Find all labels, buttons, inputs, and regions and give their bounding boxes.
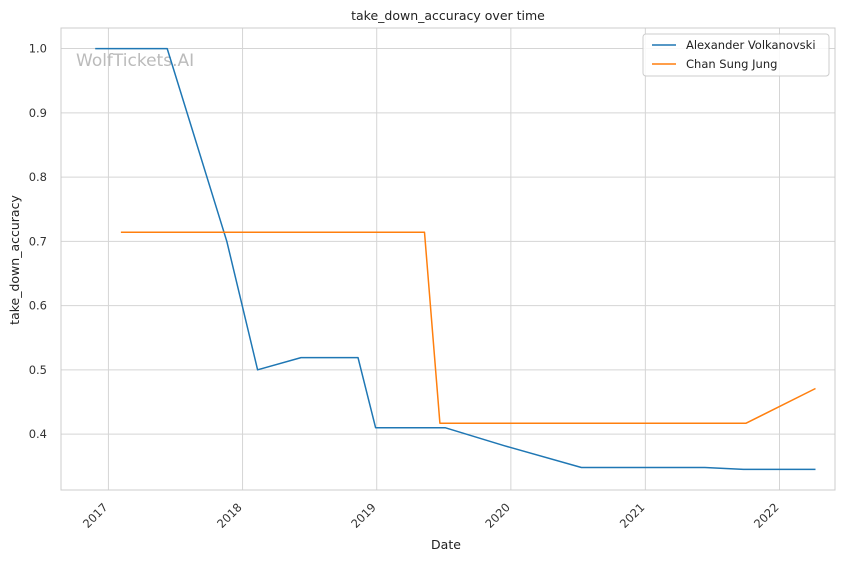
y-tick-label: 0.9 bbox=[29, 106, 47, 120]
y-tick-label: 0.8 bbox=[29, 170, 47, 184]
y-tick-label: 0.5 bbox=[29, 363, 47, 377]
x-axis-title: Date bbox=[431, 537, 461, 552]
y-tick-label: 0.4 bbox=[29, 427, 47, 441]
legend-box bbox=[642, 33, 830, 77]
plot-frame bbox=[60, 27, 836, 491]
series-line-volkanovski bbox=[95, 47, 816, 471]
chart-title: take_down_accuracy over time bbox=[351, 8, 545, 23]
y-tick-label: 0.7 bbox=[29, 234, 47, 248]
y-tick-labels: 0.4 0.5 0.6 0.7 0.8 0.9 1.0 bbox=[29, 42, 47, 442]
legend-label-jung: Chan Sung Jung bbox=[686, 57, 777, 71]
legend-label-volkanovski: Alexander Volkanovski bbox=[686, 38, 816, 52]
series-line-jung bbox=[120, 231, 816, 424]
y-tick-label: 1.0 bbox=[29, 42, 47, 56]
y-axis-title: take_down_accuracy bbox=[7, 195, 22, 325]
legend: Alexander Volkanovski Chan Sung Jung bbox=[642, 33, 830, 77]
y-tick-label: 0.6 bbox=[29, 299, 47, 313]
series-group bbox=[95, 47, 816, 471]
watermark-text: WolfTickets.AI bbox=[76, 51, 194, 71]
